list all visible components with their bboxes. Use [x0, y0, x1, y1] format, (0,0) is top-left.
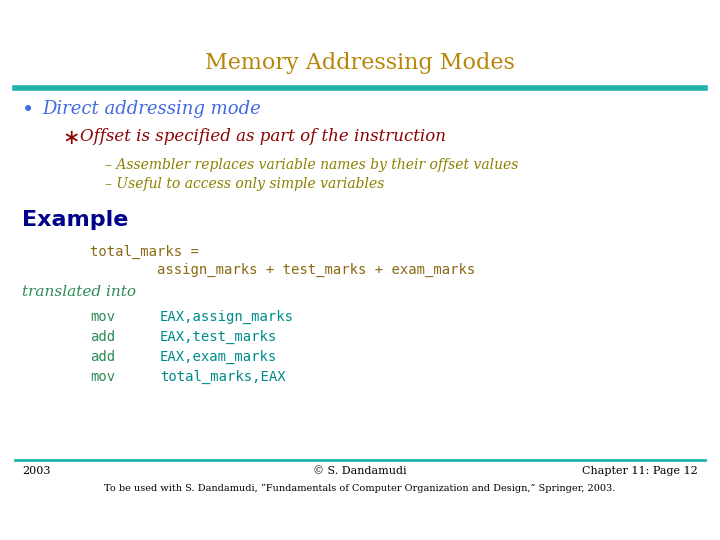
Text: Direct addressing mode: Direct addressing mode	[42, 100, 261, 118]
Text: •: •	[22, 100, 35, 120]
Text: add: add	[90, 330, 115, 344]
Text: translated into: translated into	[22, 285, 136, 299]
Text: assign_marks + test_marks + exam_marks: assign_marks + test_marks + exam_marks	[90, 263, 475, 277]
Text: EAX,exam_marks: EAX,exam_marks	[160, 350, 277, 364]
Text: Memory Addressing Modes: Memory Addressing Modes	[205, 52, 515, 74]
Text: total_marks =: total_marks =	[90, 245, 199, 259]
Text: Example: Example	[22, 210, 128, 230]
Text: mov: mov	[90, 370, 115, 384]
Text: Offset is specified as part of the instruction: Offset is specified as part of the instr…	[80, 128, 446, 145]
Text: ∗: ∗	[62, 128, 79, 148]
Text: © S. Dandamudi: © S. Dandamudi	[313, 466, 407, 476]
Text: total_marks,EAX: total_marks,EAX	[160, 370, 286, 384]
Text: 2003: 2003	[22, 466, 50, 476]
Text: EAX,assign_marks: EAX,assign_marks	[160, 310, 294, 324]
Text: EAX,test_marks: EAX,test_marks	[160, 330, 277, 344]
Text: Chapter 11: Page 12: Chapter 11: Page 12	[582, 466, 698, 476]
Text: mov: mov	[90, 310, 115, 324]
Text: – Useful to access only simple variables: – Useful to access only simple variables	[105, 177, 384, 191]
Text: – Assembler replaces variable names by their offset values: – Assembler replaces variable names by t…	[105, 158, 518, 172]
Text: add: add	[90, 350, 115, 364]
Text: To be used with S. Dandamudi, “Fundamentals of Computer Organization and Design,: To be used with S. Dandamudi, “Fundament…	[104, 484, 616, 494]
